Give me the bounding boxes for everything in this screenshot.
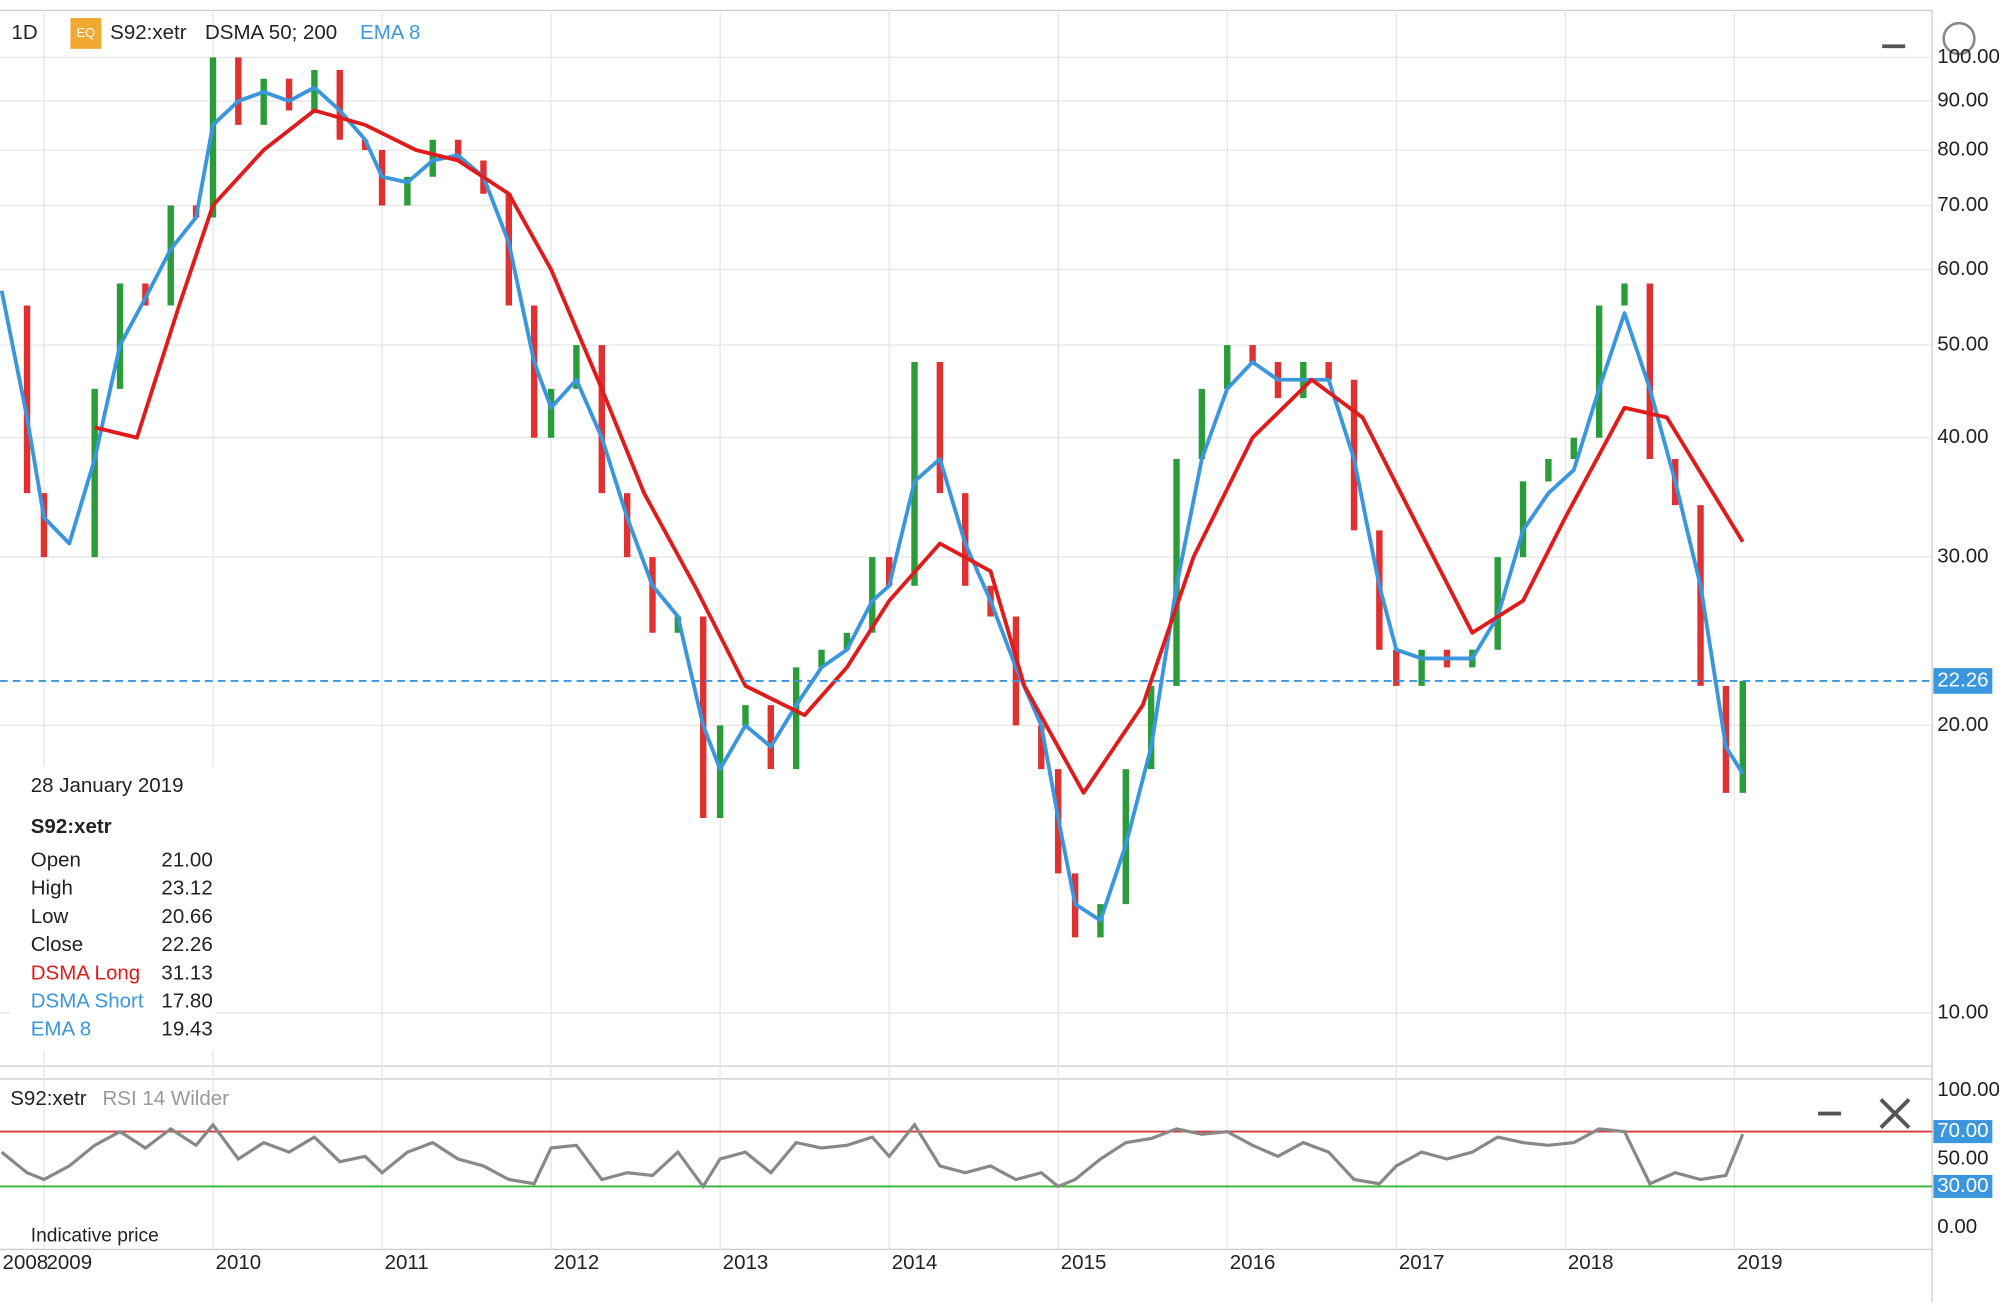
y-tick-label: 20.00 — [1937, 713, 1988, 736]
x-tick-label: 2011 — [385, 1251, 429, 1274]
rsi-tick-label: 0.00 — [1937, 1215, 1977, 1238]
ema: EMA 8 — [360, 21, 420, 44]
rsi-level-bg — [1933, 1120, 1993, 1144]
info-value: 22.26 — [161, 933, 212, 956]
last-price-bg — [1933, 668, 1993, 694]
info-label: EMA 8 — [31, 1018, 91, 1041]
grid — [0, 10, 1933, 1250]
y-tick-label: 100.00 — [1937, 45, 2000, 68]
clock-icon[interactable] — [1942, 21, 1976, 56]
y-tick-label: 80.00 — [1937, 137, 1988, 160]
x-tick-label: 2012 — [554, 1251, 600, 1274]
symbol: S92:xetr — [110, 21, 187, 44]
y-tick-label: 50.00 — [1937, 333, 1988, 356]
badge: EQ — [77, 25, 96, 40]
x-tick-label: 2010 — [216, 1251, 262, 1274]
y-tick-label: 90.00 — [1937, 89, 1988, 112]
y-tick-label: 40.00 — [1937, 425, 1988, 448]
info-label: Close — [31, 933, 83, 956]
study: DSMA 50; 200 — [205, 21, 337, 44]
rsi-name: RSI 14 Wilder — [103, 1087, 230, 1110]
info-value: 23.12 — [161, 877, 212, 900]
x-tick-label: 2014 — [892, 1251, 938, 1274]
x-tick-label: 2013 — [723, 1251, 769, 1274]
info-symbol: S92:xetr — [31, 815, 112, 838]
x-tick-label: 2009 — [47, 1251, 93, 1274]
dsma-long — [94, 108, 1745, 795]
info-date: 28 January 2019 — [31, 774, 184, 797]
info-value: 17.80 — [161, 989, 212, 1012]
info-value: 21.00 — [161, 849, 212, 872]
close-icon[interactable] — [1879, 1098, 1911, 1129]
marks — [0, 57, 1933, 1190]
y-tick-label: 60.00 — [1937, 257, 1988, 280]
y-tick-label: 10.00 — [1937, 1000, 1988, 1023]
info-label: DSMA Long — [31, 961, 140, 984]
info-label: Open — [31, 849, 81, 872]
rsi-level-label: 30.00 — [1937, 1174, 1988, 1197]
x-tick-label: 2015 — [1061, 1251, 1107, 1274]
rsi-level-bg — [1933, 1174, 1993, 1198]
badge-bg — [70, 18, 102, 49]
info-label: DSMA Short — [31, 989, 144, 1012]
rsi-level-label: 70.00 — [1937, 1119, 1988, 1142]
y-tick-label: 70.00 — [1937, 193, 1988, 216]
dsma-short — [0, 85, 1745, 923]
x-tick-label: 2018 — [1568, 1251, 1614, 1274]
x-tick-label: 2016 — [1230, 1251, 1276, 1274]
y-tick-label: 30.00 — [1937, 545, 1988, 568]
info-label: High — [31, 877, 73, 900]
x-tick-label: 2019 — [1737, 1251, 1783, 1274]
info-bg — [10, 766, 216, 1051]
footnote: Indicative price — [31, 1226, 159, 1247]
rsi-line — [0, 1122, 1745, 1190]
x-tick-label: 2008 — [3, 1251, 49, 1274]
interval: 1D — [12, 21, 38, 44]
info-value: 20.66 — [161, 905, 212, 928]
x-tick-label: 2017 — [1399, 1251, 1445, 1274]
rsi-tick-label: 100.00 — [1937, 1078, 2000, 1101]
info-value: 19.43 — [161, 1018, 212, 1041]
rsi-symbol: S92:xetr — [10, 1087, 87, 1110]
rsi-tick-label: 50.00 — [1937, 1146, 1988, 1169]
info-label: Low — [31, 905, 69, 928]
last-price-label: 22.26 — [1937, 668, 1988, 691]
info-value: 31.13 — [161, 961, 212, 984]
